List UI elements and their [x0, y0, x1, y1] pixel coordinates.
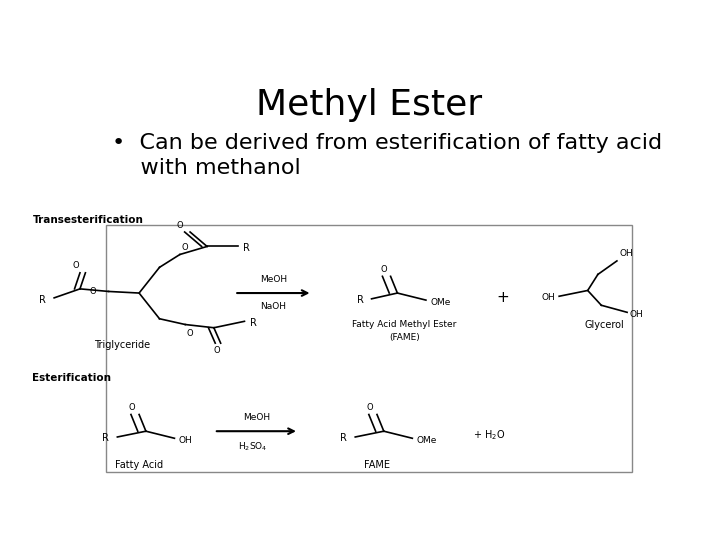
Text: Glycerol: Glycerol — [585, 320, 624, 330]
Text: R: R — [250, 318, 257, 328]
Text: OH: OH — [620, 249, 634, 258]
Text: O: O — [176, 221, 184, 231]
FancyBboxPatch shape — [106, 225, 632, 472]
Text: FAME: FAME — [364, 460, 390, 470]
Text: Esterification: Esterification — [32, 373, 112, 383]
Text: +: + — [496, 291, 509, 305]
Text: •  Can be derived from esterification of fatty acid: • Can be derived from esterification of … — [112, 133, 662, 153]
Text: O: O — [181, 243, 188, 252]
Text: Fatty Acid: Fatty Acid — [115, 460, 163, 470]
Text: + H$_2$O: + H$_2$O — [473, 428, 505, 442]
Text: (FAME): (FAME) — [389, 333, 420, 342]
Text: O: O — [380, 265, 387, 274]
Text: Methyl Ester: Methyl Ester — [256, 87, 482, 122]
Text: O: O — [367, 403, 374, 412]
Text: H$_2$SO$_4$: H$_2$SO$_4$ — [238, 440, 268, 453]
Text: R: R — [340, 433, 346, 443]
Text: O: O — [90, 287, 96, 296]
Text: O: O — [73, 261, 79, 270]
Text: R: R — [243, 243, 250, 253]
Text: R: R — [356, 295, 364, 305]
Text: O: O — [186, 329, 193, 339]
Text: Triglyceride: Triglyceride — [94, 340, 150, 349]
Text: R: R — [102, 433, 109, 443]
Text: Transesterification: Transesterification — [32, 215, 143, 225]
Text: MeOH: MeOH — [243, 413, 270, 422]
Text: MeOH: MeOH — [260, 275, 287, 284]
Text: O: O — [214, 346, 220, 355]
Text: NaOH: NaOH — [261, 302, 287, 311]
Text: with methanol: with methanol — [112, 158, 301, 178]
Text: OMe: OMe — [430, 298, 451, 307]
Text: OH: OH — [541, 293, 555, 302]
Text: OMe: OMe — [416, 436, 437, 446]
Text: OH: OH — [630, 310, 644, 319]
Text: R: R — [39, 295, 46, 306]
Text: Fatty Acid Methyl Ester: Fatty Acid Methyl Ester — [352, 320, 456, 329]
Text: OH: OH — [179, 436, 192, 446]
Text: O: O — [129, 403, 135, 412]
